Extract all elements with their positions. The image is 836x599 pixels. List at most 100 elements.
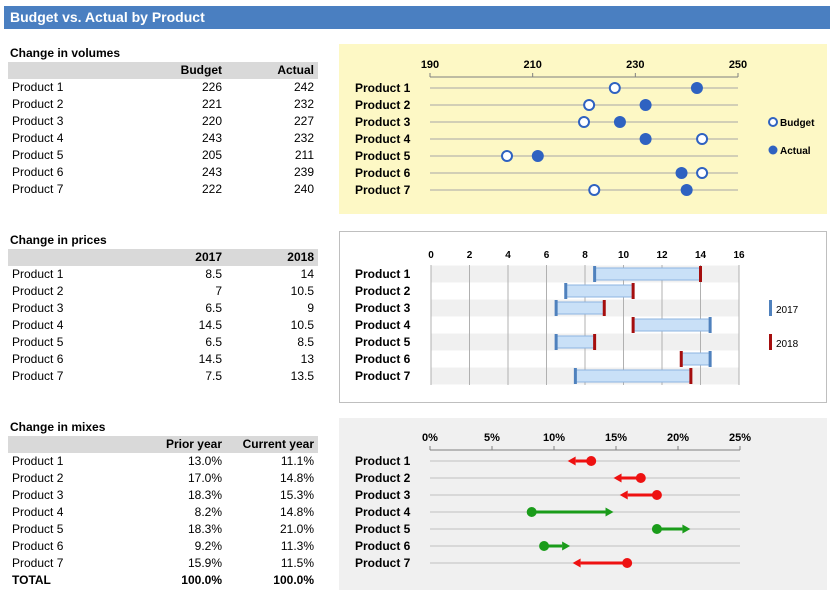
legend-budget-label: Budget [780, 118, 815, 129]
x-tick-label: 25% [729, 432, 751, 444]
table-row: Product 2 221 232 [8, 96, 318, 113]
legend-budget-marker [768, 117, 778, 127]
price-2018-marker [699, 266, 702, 282]
budget-cell: 222 [201, 182, 222, 196]
x-tick-label: 10 [618, 250, 630, 261]
budget-point [501, 150, 513, 162]
category-label: Product 4 [355, 132, 411, 146]
title-bar: Budget vs. Actual by Product [4, 6, 830, 29]
row-label: Product 6 [12, 165, 64, 179]
category-label: Product 1 [355, 81, 411, 95]
x-tick-label: 10% [543, 432, 565, 444]
row-label: Product 4 [12, 318, 64, 332]
actual-point [639, 99, 652, 111]
legend-2018-marker [769, 334, 772, 350]
actual-cell: 239 [293, 165, 314, 179]
current-year-cell: 11.5% [280, 556, 314, 570]
mix-arrow-head [613, 473, 622, 483]
current-year-cell: 11.3% [280, 539, 314, 553]
total-current-cell: 100.0% [273, 573, 314, 587]
price-2017-cell: 14.5 [198, 352, 222, 366]
prior-year-cell: 13.0% [187, 454, 222, 468]
actual-cell: 211 [294, 148, 314, 162]
category-label: Product 1 [355, 267, 411, 281]
budget-point [696, 167, 709, 179]
legend-2018-label: 2018 [776, 339, 799, 350]
price-2017-cell: 14.5 [198, 318, 222, 332]
table-row: Product 6 9.2% 11.3% [8, 538, 318, 555]
row-label: Product 2 [12, 284, 64, 298]
header-col-1: Budget [134, 62, 226, 79]
price-2017-marker [554, 334, 558, 350]
price-2018-marker [631, 317, 635, 333]
category-label: Product 5 [355, 149, 411, 163]
table-row: Product 5 18.3% 21.0% [8, 521, 318, 538]
x-tick-label: 14 [695, 250, 707, 261]
actual-cell: 232 [293, 131, 314, 145]
price-2017-marker [564, 283, 568, 299]
actual-point [675, 167, 688, 179]
header-col-1: 2017 [134, 249, 226, 266]
budget-point [583, 99, 596, 111]
price-2017-cell: 7 [215, 284, 222, 298]
category-label: Product 2 [355, 471, 411, 485]
table-row: Product 4 14.5 10.5 [8, 317, 318, 334]
table-row: Product 1 13.0% 11.1% [8, 453, 318, 470]
header-col-2: Actual [226, 62, 318, 79]
x-tick-label: 0 [428, 250, 434, 261]
mix-arrow-head [572, 558, 581, 568]
table-row: Product 5 6.5 8.5 [8, 334, 318, 351]
prior-year-point [651, 524, 662, 534]
x-tick-label: 15% [605, 432, 627, 444]
budget-cell: 205 [201, 148, 222, 162]
table-row: Product 3 220 227 [8, 113, 318, 130]
table-header-row: Prior year Current year [8, 436, 318, 453]
actual-point [639, 133, 652, 145]
category-label: Product 5 [355, 335, 411, 349]
mixes-table: Prior year Current year Product 1 13.0% 11… [8, 436, 318, 589]
price-2018-marker [679, 351, 683, 367]
table-row: Product 7 7.5 13.5 [8, 368, 318, 385]
x-tick-label: 2 [467, 250, 473, 261]
x-tick-label: 250 [729, 59, 747, 71]
price-2018-cell: 9 [307, 301, 314, 315]
budget-cell: 221 [201, 97, 222, 111]
row-label: Product 3 [12, 114, 64, 128]
prior-year-cell: 17.0% [187, 471, 222, 485]
actual-point [613, 116, 626, 128]
actual-cell: 227 [293, 114, 314, 128]
category-label: Product 7 [355, 556, 411, 570]
row-label: Product 7 [12, 556, 64, 570]
row-label: Product 3 [12, 301, 64, 315]
row-label: Product 3 [12, 488, 64, 502]
budget-cell: 220 [201, 114, 222, 128]
header-blank [8, 436, 134, 453]
row-label: Product 1 [12, 267, 64, 281]
price-2018-cell: 13 [300, 352, 314, 366]
price-2018-marker [689, 368, 693, 384]
x-tick-label: 12 [656, 250, 668, 261]
prices-chart: 0 2 4 6 8 10 12 14 16 Product 1 Product 2 Product 3… [339, 231, 827, 403]
current-year-cell: 14.8% [279, 505, 314, 519]
table-row: Product 2 17.0% 14.8% [8, 470, 318, 487]
prior-year-point [526, 507, 537, 517]
category-label: Product 7 [355, 183, 411, 197]
budget-point [696, 133, 709, 145]
actual-point [690, 82, 703, 94]
chart-background [339, 44, 827, 214]
page-title: Budget vs. Actual by Product [10, 9, 205, 25]
x-tick-label: 16 [733, 250, 745, 261]
row-label: Product 1 [12, 454, 64, 468]
price-2018-cell: 13.5 [290, 369, 314, 383]
price-2017-cell: 8.5 [205, 267, 222, 281]
header-col-2: Current year [226, 436, 318, 453]
actual-cell: 240 [293, 182, 314, 196]
prices-title: Change in prices [10, 233, 107, 247]
mix-arrow-head [562, 541, 571, 551]
price-range-bar [680, 352, 711, 366]
mixes-chart: 0% 5% 10% 15% 20% 25% Product 1 Product 2 Produc… [339, 418, 827, 590]
category-label: Product 1 [355, 454, 411, 468]
price-2018-cell: 10.5 [290, 284, 314, 298]
price-2018-cell: 10.5 [290, 318, 314, 332]
legend-2017-marker [769, 300, 772, 316]
